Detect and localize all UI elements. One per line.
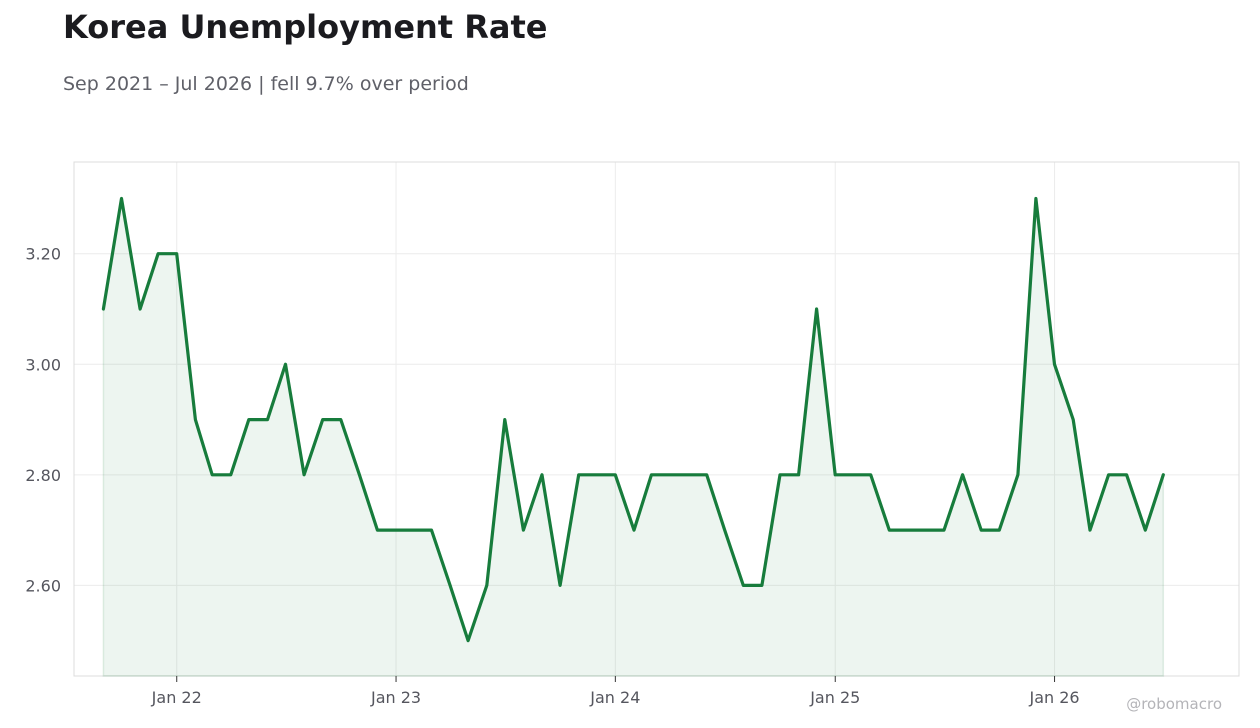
data-point-2023-11	[577, 473, 581, 477]
data-point-2023-09	[540, 473, 544, 477]
data-point-2025-10	[997, 528, 1001, 532]
data-point-2022-10	[339, 418, 343, 422]
data-point-2024-11	[797, 473, 801, 477]
data-point-2021-11	[138, 307, 142, 311]
data-point-2022-01	[175, 252, 179, 256]
data-point-2025-07	[942, 528, 946, 532]
data-point-2026-02	[1071, 418, 1075, 422]
data-point-2024-05	[686, 473, 690, 477]
data-point-2024-03	[649, 473, 653, 477]
data-point-2025-02	[852, 473, 856, 477]
x-axis: Jan 22 Jan 23 Jan 24 Jan 25 Jan 26	[151, 676, 1080, 707]
data-point-2024-02	[632, 528, 636, 532]
data-point-2024-10	[778, 473, 782, 477]
x-tick-label: Jan 22	[151, 688, 202, 707]
data-point-2022-09	[321, 418, 325, 422]
data-point-2025-11	[1016, 473, 1020, 477]
data-point-2021-12	[156, 252, 160, 256]
data-point-2021-10	[120, 197, 124, 201]
x-tick-label: Jan 23	[370, 688, 421, 707]
data-point-2023-08	[521, 528, 525, 532]
data-point-2026-04	[1107, 473, 1111, 477]
chart-subtitle: Sep 2021 – Jul 2026 | fell 9.7% over per…	[63, 73, 469, 95]
data-point-2024-01	[613, 473, 617, 477]
data-point-2022-07	[284, 362, 288, 366]
data-point-2024-07	[723, 528, 727, 532]
series-line	[101, 196, 1165, 643]
data-point-2025-03	[869, 473, 873, 477]
series-area-fill	[102, 198, 1165, 677]
chart-title: Korea Unemployment Rate	[63, 8, 548, 46]
y-tick-label: 3.20	[25, 245, 61, 264]
data-point-2025-01	[833, 473, 837, 477]
data-point-2025-12	[1034, 197, 1038, 201]
data-point-2026-07	[1161, 473, 1165, 477]
data-point-2023-04	[448, 583, 452, 587]
data-point-2022-08	[302, 473, 306, 477]
data-point-2025-06	[924, 528, 928, 532]
data-point-2024-09	[760, 583, 764, 587]
data-point-2022-06	[266, 418, 270, 422]
data-point-2022-12	[375, 528, 379, 532]
data-point-2026-01	[1053, 362, 1057, 366]
data-point-2022-03	[210, 473, 214, 477]
y-tick-label: 3.00	[25, 355, 61, 374]
data-point-2023-03	[430, 528, 434, 532]
data-point-2025-09	[979, 528, 983, 532]
data-point-2021-09	[101, 307, 105, 311]
data-point-2026-03	[1088, 528, 1092, 532]
data-point-2023-07	[503, 418, 507, 422]
plot-frame	[73, 161, 1240, 677]
watermark: @robomacro	[1126, 695, 1222, 713]
x-tick-label: Jan 24	[589, 688, 640, 707]
y-axis: 2.60 2.80 3.00 3.20	[25, 245, 61, 596]
data-point-2026-05	[1125, 473, 1129, 477]
data-point-2024-12	[815, 307, 819, 311]
data-point-2023-12	[595, 473, 599, 477]
data-point-2022-05	[247, 418, 251, 422]
y-tick-label: 2.80	[25, 466, 61, 485]
data-point-2023-05	[466, 639, 470, 643]
data-point-2023-10	[558, 583, 562, 587]
data-point-2024-06	[705, 473, 709, 477]
x-tick-label: Jan 25	[809, 688, 860, 707]
data-point-2022-02	[193, 418, 197, 422]
y-tick-label: 2.60	[25, 576, 61, 595]
data-point-2024-04	[668, 473, 672, 477]
data-point-2023-06	[485, 583, 489, 587]
data-point-2025-08	[961, 473, 965, 477]
data-point-2025-04	[887, 528, 891, 532]
data-point-2026-06	[1143, 528, 1147, 532]
data-point-2023-02	[413, 528, 417, 532]
data-point-2025-05	[905, 528, 909, 532]
data-point-2022-04	[229, 473, 233, 477]
x-tick-label: Jan 26	[1028, 688, 1079, 707]
data-point-2022-11	[357, 473, 361, 477]
data-point-2024-08	[741, 583, 745, 587]
data-point-2023-01	[394, 528, 398, 532]
